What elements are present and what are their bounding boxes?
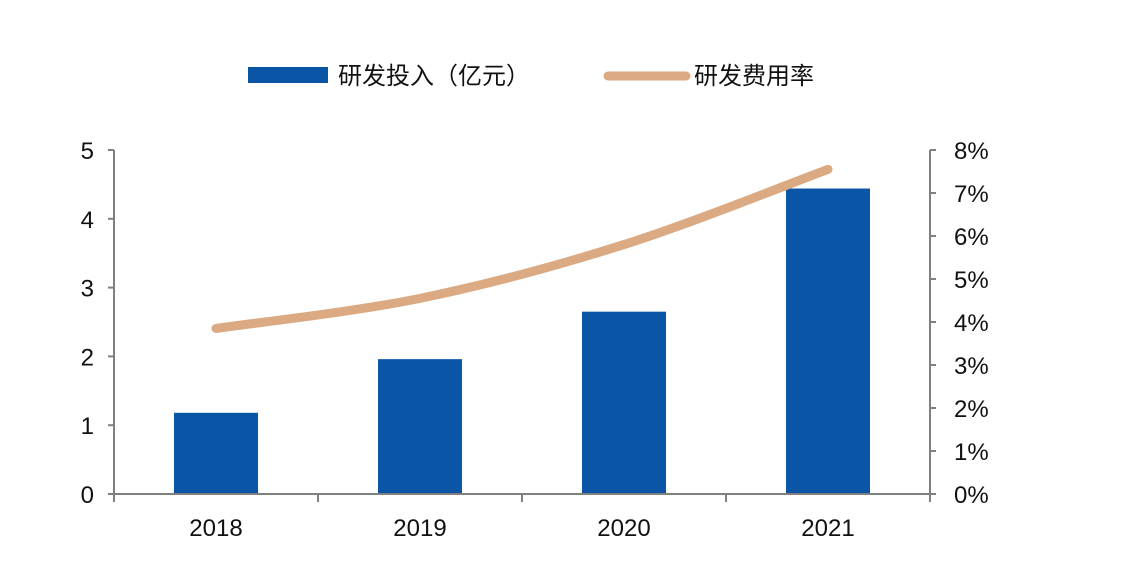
bar-2020 [582,311,666,494]
legend-swatch-bar-series [248,67,328,83]
y-right-tick-label: 7% [954,181,989,208]
plot-area: 0 1 2 3 4 5 0% 1% 2% 3% 4% 5% 6% 7% 8% 2018 2019 2020 2021 [81,138,989,542]
legend-label-bar-series: 研发投入（亿元） [338,62,530,90]
y-right-tick-label: 4% [954,310,989,337]
legend: 研发投入（亿元） 研发费用率 [248,62,814,90]
bar-2021 [786,188,870,494]
bar-2019 [378,359,462,494]
x-tick-label: 2021 [801,515,854,542]
y-right-tick-label: 6% [954,224,989,251]
x-tick-label: 2019 [393,515,446,542]
bar-2018 [174,412,258,494]
x-tick-label: 2020 [597,515,650,542]
y-right-tick-label: 1% [954,439,989,466]
y-right-tick-label: 5% [954,267,989,294]
y-left-tick-label: 2 [81,344,94,371]
x-tick-label: 2018 [189,515,242,542]
y-left-tick-label: 5 [81,138,94,165]
line-series-path [211,164,833,333]
y-left-tick-label: 4 [81,207,94,234]
y-left-tick-label: 1 [81,413,94,440]
y-left-tick-label: 3 [81,276,94,303]
y-right-tick-label: 8% [954,138,989,165]
y-right-tick-label: 3% [954,353,989,380]
y-left-tick-label: 0 [81,482,94,509]
y-right-tick-label: 2% [954,396,989,423]
y-right-tick-label: 0% [954,482,989,509]
legend-label-line-series: 研发费用率 [694,62,814,90]
